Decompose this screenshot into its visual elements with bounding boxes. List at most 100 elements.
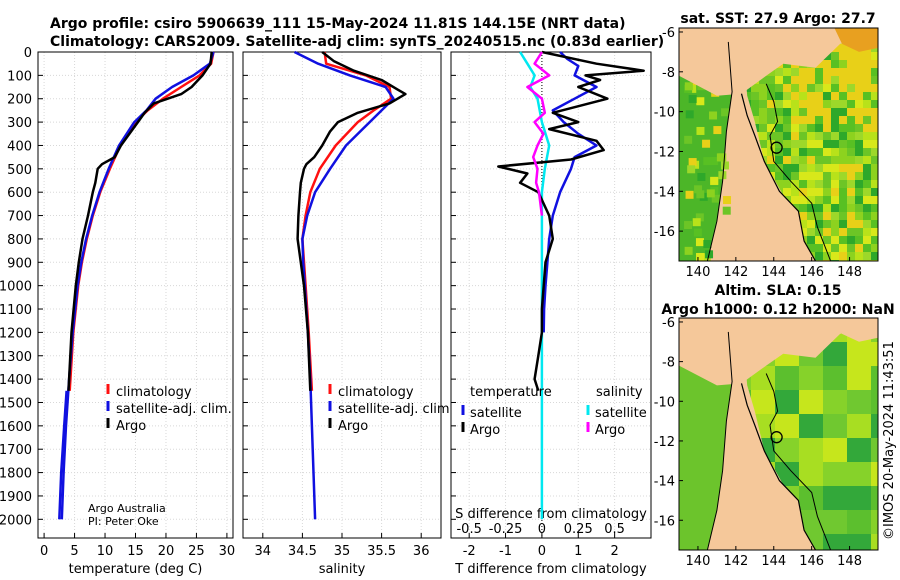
ocean-cell (791, 108, 799, 116)
ocean-cell (863, 52, 871, 60)
temperature-xtick-label: 5 (70, 544, 78, 559)
ocean-cell (783, 180, 791, 188)
ocean-cell (839, 124, 847, 132)
depth-tick-label: 700 (7, 210, 32, 225)
ocean-cell (815, 252, 823, 260)
ocean-cell (831, 116, 839, 124)
ocean-cell (823, 252, 831, 260)
diff-legend-header-temperature: temperature (470, 385, 552, 400)
ocean-cell (863, 180, 871, 188)
ocean-cell (839, 92, 847, 100)
ocean-cell (847, 100, 855, 108)
difference-xtick-label: 0 (538, 544, 546, 559)
salinity-xtick-label: 35.5 (367, 544, 396, 559)
ocean-cell (807, 204, 815, 212)
gulf-cell (723, 196, 732, 205)
ocean-cell (815, 156, 823, 164)
ocean-cell (847, 342, 871, 366)
ocean-cell (855, 164, 863, 172)
ocean-cell (767, 108, 775, 116)
gulf-cell (684, 221, 693, 230)
ocean-cell (871, 204, 878, 212)
ocean-cell (799, 414, 823, 438)
ocean-cell (871, 196, 878, 204)
ocean-cell (831, 212, 839, 220)
ocean-cell (839, 196, 847, 204)
ocean-cell (823, 220, 831, 228)
salinity-xtick-label: 36 (413, 544, 430, 559)
ocean-cell (775, 124, 783, 132)
ocean-cell (799, 220, 807, 228)
sal-legend-label: Argo (338, 419, 368, 434)
map-ytick-label: -14 (654, 475, 675, 490)
ocean-cell (847, 212, 855, 220)
ocean-cell (863, 156, 871, 164)
ocean-cell (871, 366, 878, 390)
ocean-cell (855, 92, 863, 100)
ocean-cell (831, 244, 839, 252)
gulf-cell (697, 172, 706, 181)
sal-legend-label: satellite-adj. clim. (338, 402, 454, 417)
ocean-cell (839, 148, 847, 156)
ocean-cell (855, 252, 863, 260)
gulf-coastline (706, 41, 733, 261)
ocean-cell (823, 92, 831, 100)
gulf-cell (696, 190, 705, 199)
ocean-cell (775, 68, 783, 76)
ocean-cell (823, 236, 831, 244)
ocean-cell (815, 180, 823, 188)
temperature-xtick-label: 25 (188, 544, 205, 559)
ocean-cell (863, 76, 871, 84)
ocean-cell (767, 132, 775, 140)
ocean-cell (863, 236, 871, 244)
shelf-contour (765, 83, 832, 261)
salinity-xtick-label: 35 (334, 544, 351, 559)
ocean-cell (815, 132, 823, 140)
ocean-cell (855, 68, 863, 76)
ocean-cell (847, 140, 855, 148)
gulf-cell (709, 111, 718, 120)
ocean-cell (815, 116, 823, 124)
diff-legend-label: Argo (470, 423, 500, 438)
ocean-cell (855, 60, 863, 68)
gulf-cell (685, 110, 694, 119)
ocean-cell (815, 212, 823, 220)
ocean-cell (847, 534, 871, 550)
ocean-cell (815, 204, 823, 212)
ocean-cell (775, 132, 783, 140)
ocean-cell (871, 486, 878, 510)
ocean-cell (767, 76, 775, 84)
ocean-cell (831, 60, 839, 68)
gulf-cell (721, 108, 730, 117)
ocean-cell (815, 220, 823, 228)
ocean-cell (847, 236, 855, 244)
ocean-cell (823, 212, 831, 220)
diff-s-axis-label: S difference from climatology (455, 507, 647, 522)
ocean-cell (831, 84, 839, 92)
map-ytick-label: -16 (654, 225, 675, 240)
gulf-cell (695, 238, 704, 247)
coastline (740, 93, 817, 261)
ocean-cell (823, 438, 847, 462)
ocean-cell (807, 172, 815, 180)
ocean-cell (799, 108, 807, 116)
depth-tick-label: 1900 (0, 490, 32, 505)
northeast-sea (834, 28, 878, 52)
coastline (740, 383, 817, 550)
ocean-cell (783, 108, 791, 116)
gulf-coastline (706, 331, 733, 550)
ocean-cell (759, 148, 767, 156)
ocean-cell (807, 212, 815, 220)
ocean-cell (823, 148, 831, 156)
ocean-cell (775, 366, 799, 390)
difference-xlabel: T difference from climatology (454, 562, 647, 577)
ocean-cell (831, 252, 839, 260)
timestamp: ©IMOS 20-May-2024 11:43:51 (882, 341, 897, 540)
gulf-cell (695, 213, 704, 222)
ocean-cell (871, 390, 878, 414)
salinity-frame (242, 51, 442, 539)
ocean-cell (847, 52, 855, 60)
diff-legend-label: satellite (470, 406, 522, 421)
ocean-cell (831, 228, 839, 236)
ocean-cell (775, 180, 783, 188)
